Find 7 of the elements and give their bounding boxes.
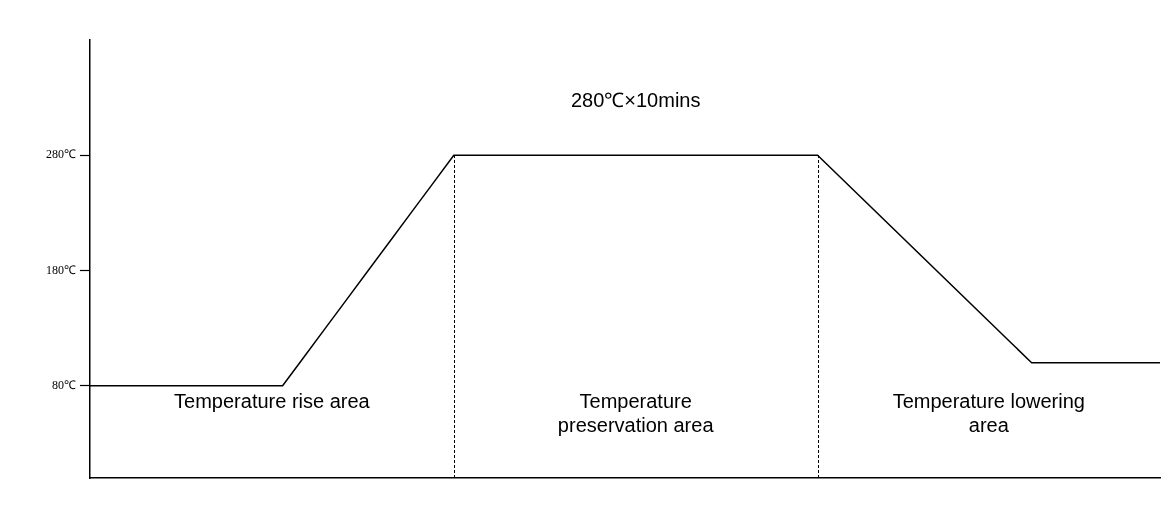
- y-tick-label: 180℃: [46, 262, 76, 277]
- y-tick-label: 280℃: [46, 147, 76, 162]
- annotation: 280℃×10mins: [570, 89, 701, 112]
- annotation: Temperature rise area: [174, 390, 371, 412]
- annotation: Temperature lowering area: [892, 390, 1085, 436]
- y-tick-label: 80℃: [52, 377, 76, 392]
- annotation: Temperature preservation area: [557, 390, 715, 436]
